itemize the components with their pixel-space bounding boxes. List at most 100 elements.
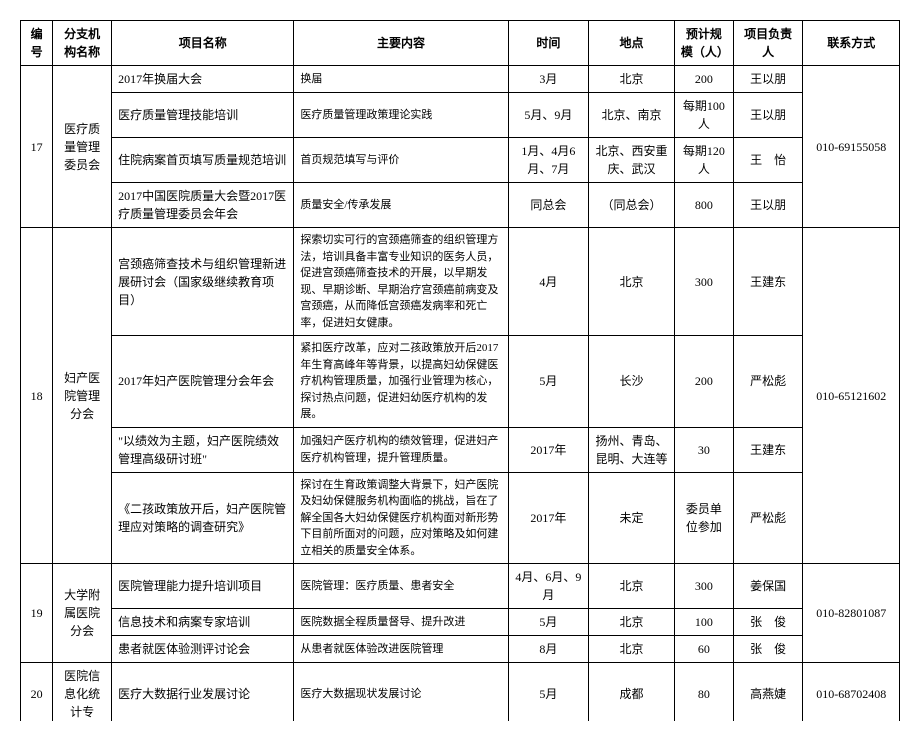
cell-project: 《二孩政策放开后，妇产医院管理应对策略的调查研究》 — [112, 472, 294, 564]
cell-branch: 妇产医院管理分会 — [53, 228, 112, 564]
cell-scale: 每期100人 — [674, 93, 733, 138]
header-time: 时间 — [508, 21, 588, 66]
cell-id: 17 — [21, 66, 53, 228]
cell-place: 成都 — [589, 663, 675, 722]
header-branch: 分支机构名称 — [53, 21, 112, 66]
cell-content: 医院数据全程质量督导、提升改进 — [294, 609, 508, 636]
cell-contact: 010-65121602 — [803, 228, 900, 564]
table-row: 患者就医体验测评讨论会从患者就医体验改进医院管理8月北京60张 俊 — [21, 636, 900, 663]
table-row: 18妇产医院管理分会宫颈癌筛查技术与组织管理新进展研讨会（国家级继续教育项目）探… — [21, 228, 900, 336]
data-table: 编号 分支机构名称 项目名称 主要内容 时间 地点 预计规模（人） 项目负责人 … — [20, 20, 900, 721]
cell-time: 5月 — [508, 336, 588, 428]
cell-project: 2017年换届大会 — [112, 66, 294, 93]
cell-owner: 王以朋 — [733, 93, 803, 138]
table-row: "以绩效为主题，妇产医院绩效管理高级研讨班"加强妇产医疗机构的绩效管理，促进妇产… — [21, 427, 900, 472]
cell-time: 5月、9月 — [508, 93, 588, 138]
cell-place: 北京 — [589, 564, 675, 609]
header-id: 编号 — [21, 21, 53, 66]
table-row: 19大学附属医院分会医院管理能力提升培训项目医院管理：医疗质量、患者安全4月、6… — [21, 564, 900, 609]
cell-time: 5月 — [508, 663, 588, 722]
cell-owner: 严松彪 — [733, 472, 803, 564]
cell-place: 未定 — [589, 472, 675, 564]
cell-time: 5月 — [508, 609, 588, 636]
cell-place: 扬州、青岛、昆明、大连等 — [589, 427, 675, 472]
cell-content: 医疗质量管理政策理论实践 — [294, 93, 508, 138]
table-row: 医疗质量管理技能培训医疗质量管理政策理论实践5月、9月北京、南京每期100人王以… — [21, 93, 900, 138]
table-row: 住院病案首页填写质量规范培训首页规范填写与评价1月、4月6月、7月北京、西安重庆… — [21, 138, 900, 183]
table-row: 2017年妇产医院管理分会年会紧扣医疗改革，应对二孩政策放开后2017年生育高峰… — [21, 336, 900, 428]
cell-project: 医院管理能力提升培训项目 — [112, 564, 294, 609]
cell-project: 信息技术和病案专家培训 — [112, 609, 294, 636]
cell-scale: 80 — [674, 663, 733, 722]
cell-time: 3月 — [508, 66, 588, 93]
cell-place: 北京、西安重庆、武汉 — [589, 138, 675, 183]
cell-scale: 200 — [674, 336, 733, 428]
cell-owner: 高燕婕 — [733, 663, 803, 722]
header-scale: 预计规模（人） — [674, 21, 733, 66]
cell-place: 长沙 — [589, 336, 675, 428]
cell-owner: 张 俊 — [733, 636, 803, 663]
cell-time: 4月、6月、9月 — [508, 564, 588, 609]
cell-scale: 100 — [674, 609, 733, 636]
cell-contact: 010-82801087 — [803, 564, 900, 663]
cell-id: 18 — [21, 228, 53, 564]
cell-owner: 王以朋 — [733, 183, 803, 228]
cell-scale: 800 — [674, 183, 733, 228]
cell-branch: 大学附属医院分会 — [53, 564, 112, 663]
cell-scale: 300 — [674, 564, 733, 609]
header-row: 编号 分支机构名称 项目名称 主要内容 时间 地点 预计规模（人） 项目负责人 … — [21, 21, 900, 66]
cell-content: 首页规范填写与评价 — [294, 138, 508, 183]
cell-content: 换届 — [294, 66, 508, 93]
cell-scale: 200 — [674, 66, 733, 93]
cell-time: 同总会 — [508, 183, 588, 228]
cell-content: 医疗大数据现状发展讨论 — [294, 663, 508, 722]
cell-scale: 300 — [674, 228, 733, 336]
header-place: 地点 — [589, 21, 675, 66]
cell-owner: 王以朋 — [733, 66, 803, 93]
cell-time: 2017年 — [508, 427, 588, 472]
cell-owner: 王建东 — [733, 427, 803, 472]
cell-owner: 张 俊 — [733, 609, 803, 636]
cell-owner: 严松彪 — [733, 336, 803, 428]
cell-scale: 委员单位参加 — [674, 472, 733, 564]
cell-project: 医疗大数据行业发展讨论 — [112, 663, 294, 722]
table-row: 20医院信息化统计专医疗大数据行业发展讨论医疗大数据现状发展讨论5月成都80高燕… — [21, 663, 900, 722]
cell-time: 2017年 — [508, 472, 588, 564]
table-row: 信息技术和病案专家培训医院数据全程质量督导、提升改进5月北京100张 俊 — [21, 609, 900, 636]
cell-contact: 010-68702408 — [803, 663, 900, 722]
cell-project: 2017年妇产医院管理分会年会 — [112, 336, 294, 428]
cell-place: 北京 — [589, 228, 675, 336]
cell-owner: 姜保国 — [733, 564, 803, 609]
cell-time: 1月、4月6月、7月 — [508, 138, 588, 183]
cell-id: 20 — [21, 663, 53, 722]
cell-place: 北京 — [589, 609, 675, 636]
cell-scale: 30 — [674, 427, 733, 472]
cell-scale: 每期120人 — [674, 138, 733, 183]
cell-project: 患者就医体验测评讨论会 — [112, 636, 294, 663]
table-row: 2017中国医院质量大会暨2017医疗质量管理委员会年会质量安全/传承发展同总会… — [21, 183, 900, 228]
cell-content: 从患者就医体验改进医院管理 — [294, 636, 508, 663]
cell-project: 宫颈癌筛查技术与组织管理新进展研讨会（国家级继续教育项目） — [112, 228, 294, 336]
cell-branch: 医疗质量管理委员会 — [53, 66, 112, 228]
cell-place: 北京、南京 — [589, 93, 675, 138]
cell-project: 医疗质量管理技能培训 — [112, 93, 294, 138]
cell-content: 医院管理：医疗质量、患者安全 — [294, 564, 508, 609]
cell-content: 加强妇产医疗机构的绩效管理，促进妇产医疗机构管理，提升管理质量。 — [294, 427, 508, 472]
cell-project: 2017中国医院质量大会暨2017医疗质量管理委员会年会 — [112, 183, 294, 228]
header-content: 主要内容 — [294, 21, 508, 66]
cell-time: 8月 — [508, 636, 588, 663]
cell-time: 4月 — [508, 228, 588, 336]
cell-contact: 010-69155058 — [803, 66, 900, 228]
cell-content: 探讨在生育政策调整大背景下，妇产医院及妇幼保健服务机构面临的挑战，旨在了解全国各… — [294, 472, 508, 564]
cell-project: 住院病案首页填写质量规范培训 — [112, 138, 294, 183]
cell-content: 探索切实可行的宫颈癌筛查的组织管理方法，培训具备丰富专业知识的医务人员，促进宫颈… — [294, 228, 508, 336]
cell-place: 北京 — [589, 636, 675, 663]
table-body: 17医疗质量管理委员会2017年换届大会换届3月北京200王以朋010-6915… — [21, 66, 900, 722]
header-project: 项目名称 — [112, 21, 294, 66]
table-row: 17医疗质量管理委员会2017年换届大会换届3月北京200王以朋010-6915… — [21, 66, 900, 93]
cell-owner: 王 怡 — [733, 138, 803, 183]
header-contact: 联系方式 — [803, 21, 900, 66]
table-row: 《二孩政策放开后，妇产医院管理应对策略的调查研究》探讨在生育政策调整大背景下，妇… — [21, 472, 900, 564]
cell-project: "以绩效为主题，妇产医院绩效管理高级研讨班" — [112, 427, 294, 472]
cell-scale: 60 — [674, 636, 733, 663]
